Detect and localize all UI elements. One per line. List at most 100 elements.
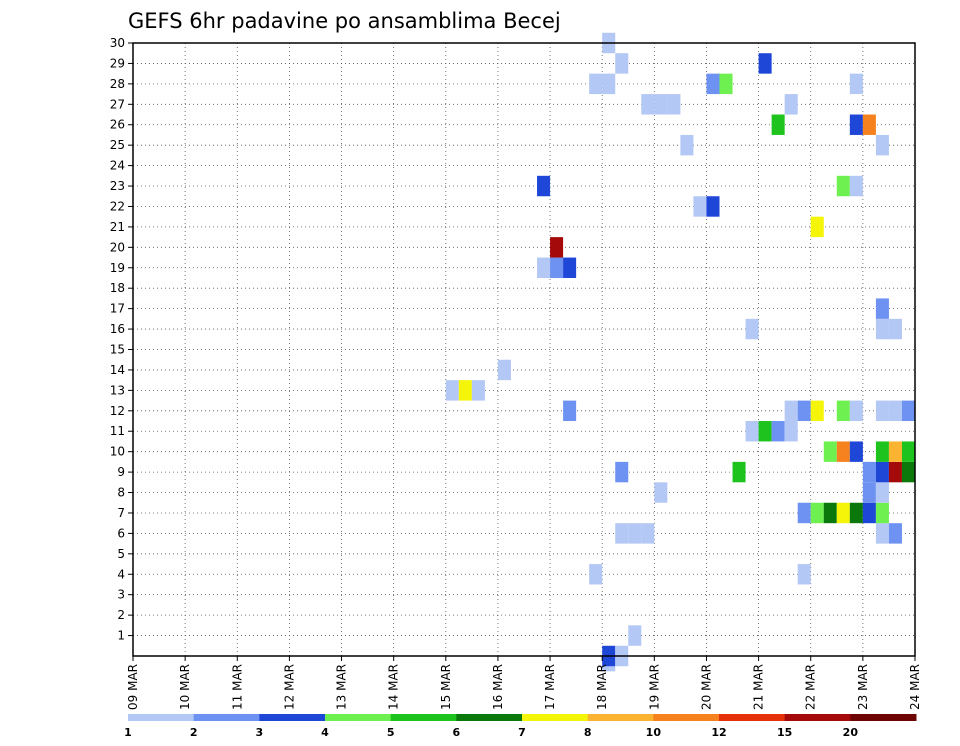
- y-tick-label: 30: [110, 36, 125, 50]
- y-tick-label: 12: [110, 404, 125, 418]
- precip-cell: [888, 523, 902, 544]
- y-tick-label: 23: [110, 179, 125, 193]
- precip-cell: [615, 461, 629, 483]
- x-tick-label: 24 MAR: [908, 664, 922, 710]
- precip-cell: [901, 461, 915, 483]
- legend-label: 7: [518, 726, 526, 739]
- y-tick-label: 8: [117, 486, 125, 500]
- legend-swatch: [325, 714, 392, 721]
- legend-label: 1: [124, 726, 132, 739]
- y-tick-label: 7: [117, 506, 125, 520]
- legend-swatch: [128, 714, 195, 721]
- precip-cell: [836, 400, 850, 422]
- legend-label: 3: [256, 726, 264, 739]
- precip-cell: [784, 421, 798, 442]
- precip-cell: [719, 73, 733, 95]
- precip-cell: [602, 73, 616, 95]
- color-legend: 1 2 3 4 5 6 7 8 10 12 15 20: [124, 714, 917, 739]
- precip-cell: [615, 53, 629, 74]
- precip-cell: [849, 400, 863, 422]
- y-tick-label: 5: [117, 547, 125, 561]
- y-tick-label: 25: [110, 138, 125, 152]
- y-tick-label: 9: [117, 465, 125, 479]
- y-tick-label: 29: [110, 56, 125, 70]
- precip-cell: [888, 461, 902, 483]
- precip-cell: [888, 318, 902, 340]
- precip-cell: [667, 94, 681, 115]
- y-axis-ticks: 1234567891011121314151617181920212223242…: [110, 36, 133, 643]
- precip-cell: [654, 482, 668, 503]
- precip-cell: [641, 94, 655, 115]
- precip-cell: [823, 502, 837, 524]
- legend-label: 6: [453, 726, 461, 739]
- precip-cell: [875, 461, 889, 483]
- precip-cell: [771, 421, 785, 442]
- precip-cell: [875, 400, 889, 422]
- precip-cell: [641, 523, 655, 544]
- x-tick-label: 09 MAR: [126, 664, 140, 710]
- legend-swatch: [653, 714, 720, 721]
- precip-cell: [654, 94, 668, 115]
- x-tick-label: 12 MAR: [282, 664, 296, 710]
- precip-cell: [849, 175, 863, 197]
- precip-cell: [771, 114, 785, 135]
- precip-cell: [732, 461, 746, 483]
- y-tick-label: 17: [110, 302, 125, 316]
- precip-cell: [680, 134, 694, 156]
- x-tick-label: 22 MAR: [804, 664, 818, 710]
- precip-cell: [836, 502, 850, 524]
- precip-cell: [836, 441, 850, 462]
- precip-cell: [589, 73, 603, 95]
- precip-cell: [471, 380, 485, 401]
- legend-label: 2: [190, 726, 198, 739]
- y-tick-label: 21: [110, 220, 125, 234]
- precip-cell: [875, 441, 889, 462]
- x-tick-label: 16 MAR: [491, 664, 505, 710]
- legend-swatch: [193, 714, 260, 721]
- precip-cell: [810, 502, 824, 524]
- y-tick-label: 13: [110, 383, 125, 397]
- precip-cell: [862, 502, 876, 524]
- x-tick-label: 19 MAR: [647, 664, 661, 710]
- legend-label: 8: [584, 726, 592, 739]
- precip-cell: [563, 400, 577, 422]
- legend-swatch: [259, 714, 326, 721]
- legend-swatch: [719, 714, 786, 721]
- precip-cell: [615, 523, 629, 544]
- precip-cell: [797, 502, 811, 524]
- precip-cell: [875, 523, 889, 544]
- y-tick-label: 22: [110, 199, 125, 213]
- legend-swatch: [587, 714, 654, 721]
- precip-cell: [706, 196, 720, 217]
- legend-swatch: [522, 714, 589, 721]
- precip-cell: [875, 318, 889, 340]
- x-tick-label: 21 MAR: [752, 664, 766, 710]
- precip-cell: [797, 400, 811, 422]
- precip-cell: [849, 73, 863, 95]
- y-tick-label: 18: [110, 281, 125, 295]
- y-tick-label: 6: [117, 526, 125, 540]
- x-tick-label: 15 MAR: [439, 664, 453, 710]
- precip-cell: [784, 94, 798, 115]
- chart-title: GEFS 6hr padavine po ansamblima Becej: [128, 9, 561, 33]
- precip-cell: [745, 318, 759, 340]
- precip-cell: [563, 257, 577, 278]
- x-tick-label: 18 MAR: [595, 664, 609, 710]
- x-tick-label: 23 MAR: [856, 664, 870, 710]
- y-tick-label: 1: [117, 629, 125, 643]
- x-tick-label: 17 MAR: [543, 664, 557, 710]
- x-tick-label: 11 MAR: [230, 664, 244, 710]
- precip-cell: [537, 175, 551, 197]
- legend-label: 20: [843, 726, 859, 739]
- precip-cell: [849, 502, 863, 524]
- y-tick-label: 3: [117, 588, 125, 602]
- legend-label: 12: [711, 726, 726, 739]
- legend-swatch: [784, 714, 851, 721]
- precip-cell: [628, 625, 642, 646]
- legend-swatch: [456, 714, 523, 721]
- precip-cell: [875, 298, 889, 319]
- heatmap-cells: [445, 32, 915, 672]
- precip-cell: [875, 134, 889, 156]
